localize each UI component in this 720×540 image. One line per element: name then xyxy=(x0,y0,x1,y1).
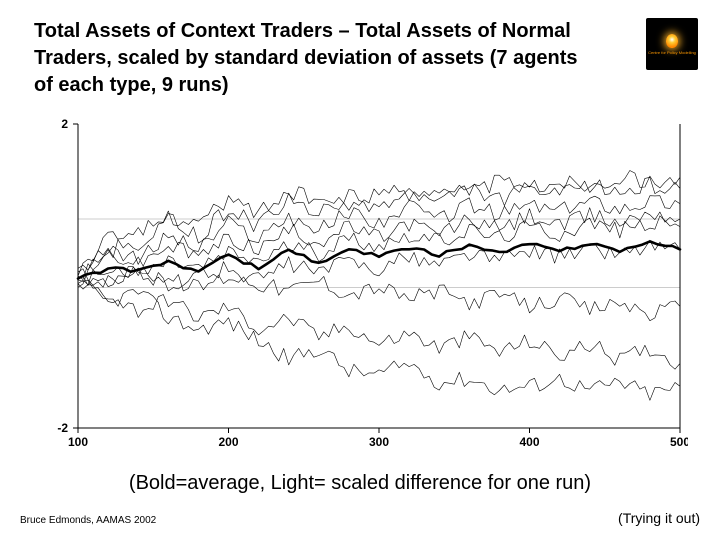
chart-caption: (Bold=average, Light= scaled difference … xyxy=(0,472,720,495)
footer-right: (Trying it out) xyxy=(618,510,700,526)
title-text: Total Assets of Context Traders – Total … xyxy=(34,20,578,96)
svg-text:100: 100 xyxy=(68,435,88,449)
footer-left: Bruce Edmonds, AAMAS 2002 xyxy=(20,515,156,526)
caption-text: (Bold=average, Light= scaled difference … xyxy=(129,472,591,494)
svg-text:300: 300 xyxy=(369,435,389,449)
svg-text:2: 2 xyxy=(61,118,68,131)
logo-caption: Centre for Policy Modelling xyxy=(648,51,696,55)
slide-title: Total Assets of Context Traders – Total … xyxy=(34,18,594,99)
lightbulb-icon xyxy=(666,34,678,48)
chart-container: 100 200 300 400 500 -2 2 xyxy=(34,118,688,454)
svg-text:400: 400 xyxy=(519,435,539,449)
svg-text:500: 500 xyxy=(670,435,688,449)
svg-text:-2: -2 xyxy=(57,421,68,435)
logo: Centre for Policy Modelling xyxy=(646,18,698,70)
line-chart: 100 200 300 400 500 -2 2 xyxy=(34,118,688,454)
svg-text:200: 200 xyxy=(218,435,238,449)
